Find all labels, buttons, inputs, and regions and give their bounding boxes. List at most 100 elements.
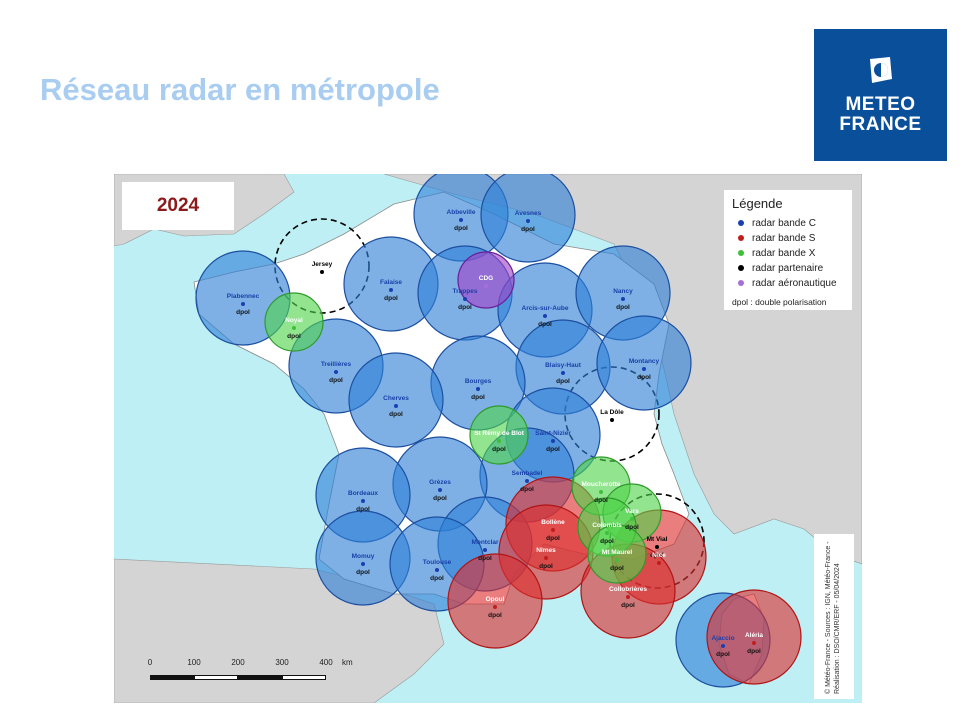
scale-bar: 0 100 200 300 400 km (147, 658, 353, 688)
radar-label-montancy: Montancy (629, 358, 660, 365)
radar-dot-saint-nizier (551, 439, 555, 443)
radar-dot-opoul (493, 605, 497, 609)
radar-dpol-opoul: dpol (488, 612, 502, 619)
legend-item: radar bande C (732, 216, 844, 231)
radar-label-vars: Vars (625, 508, 639, 515)
radar-label-avesnes: Avesnes (515, 210, 542, 217)
coverage-circle-montancy (596, 315, 692, 411)
radar-dpol-sembadel: dpol (520, 486, 534, 493)
radar-label-treillieres: Treillières (321, 361, 352, 368)
radar-label-bourges: Bourges (465, 378, 492, 385)
radar-dpol-cherves: dpol (389, 411, 403, 418)
radar-dpol-saint-nizier: dpol (546, 446, 560, 453)
legend-label: radar bande X (752, 248, 816, 259)
radar-dpol-falaise: dpol (384, 295, 398, 302)
radar-dpol-montclar: dpol (478, 555, 492, 562)
radar-dpol-plabennec: dpol (236, 309, 250, 316)
radar-dpol-noyal: dpol (287, 333, 301, 340)
radar-dot-blaisy-haut (561, 371, 565, 375)
scale-segment (238, 675, 282, 680)
meteo-france-logo: METEO FRANCE (814, 29, 947, 161)
radar-label-toulouse: Toulouse (423, 559, 452, 566)
radar-label-nice: Nice (652, 552, 666, 559)
radar-dpol-toulouse: dpol (430, 575, 444, 582)
radar-dpol-bordeaux: dpol (356, 506, 370, 513)
radar-dpol-bourges: dpol (471, 394, 485, 401)
radar-dot-vars (630, 517, 634, 521)
radar-label-colombis: Colombis (592, 522, 622, 529)
scale-segment (194, 675, 238, 680)
legend-dot-icon (738, 234, 744, 241)
radar-label-collobrieres: Collobrières (609, 586, 647, 593)
legend-item: radar aéronautique (732, 276, 844, 291)
radar-dot-ajaccio (721, 644, 725, 648)
radar-dot-st-remy-de-blot (497, 439, 501, 443)
scale-tick: 100 (187, 658, 201, 667)
radar-label-trappes: Trappes (453, 288, 478, 295)
scale-tick: 0 (147, 658, 153, 667)
radar-dot-trappes (463, 297, 467, 301)
coverage-circle-opoul (447, 553, 543, 649)
legend-label: radar bande S (752, 233, 816, 244)
coverage-layer (195, 174, 802, 688)
radar-dpol-st-remy-de-blot: dpol (492, 446, 506, 453)
radar-label-st-remy-de-blot: St Rémy de Blot (474, 430, 525, 437)
radar-label-ajaccio: Ajaccio (711, 635, 734, 642)
radar-dpol-nimes: dpol (539, 563, 553, 570)
radar-dpol-mt-maurel: dpol (610, 565, 624, 572)
legend-label: radar bande C (752, 218, 816, 229)
radar-label-opoul: Opoul (486, 596, 505, 603)
scale-unit: km (342, 658, 353, 667)
radar-dot-nice (657, 561, 661, 565)
radar-label-jersey: Jersey (312, 261, 333, 268)
radar-dot-avesnes (526, 219, 530, 223)
radar-dot-cherves (394, 404, 398, 408)
legend-dot-icon (738, 279, 744, 286)
radar-label-cdg: CDG (479, 275, 493, 282)
radar-dot-plabennec (241, 302, 245, 306)
credit-text: © Météo-France - Sources : IGN, Météo-Fr… (825, 541, 841, 694)
radar-label-falaise: Falaise (380, 279, 402, 286)
radar-label-la-dole: La Dôle (600, 409, 624, 416)
radar-dot-grezes (438, 488, 442, 492)
radar-label-mt-vial: Mt Vial (647, 536, 668, 543)
radar-dpol-collobrieres: dpol (621, 602, 635, 609)
radar-dpol-montancy: dpol (637, 374, 651, 381)
coverage-circle-cherves (348, 352, 444, 448)
label-layer: Abbeville dpol Avesnes dpol Jersey Falaise dpo… (227, 209, 764, 658)
year-badge: 2024 (122, 182, 234, 230)
radar-dpol-abbeville: dpol (454, 225, 468, 232)
legend-title: Légende (732, 196, 783, 211)
legend-item: radar partenaire (732, 261, 844, 276)
radar-dot-jersey (320, 270, 324, 274)
scale-tick: 200 (231, 658, 245, 667)
radar-dot-mt-vial (655, 545, 659, 549)
radar-dot-mt-maurel (615, 558, 619, 562)
coverage-circle-st-remy-de-blot (469, 405, 529, 465)
radar-dpol-trappes: dpol (458, 304, 472, 311)
radar-label-moucherotte: Moucherotte (582, 481, 621, 488)
radar-dot-arcis-sur-aube (543, 314, 547, 318)
radar-dot-noyal (292, 326, 296, 330)
radar-dpol-avesnes: dpol (521, 226, 535, 233)
radar-dpol-moucherotte: dpol (594, 497, 608, 504)
radar-dot-moucherotte (599, 490, 603, 494)
radar-dpol-grezes: dpol (433, 495, 447, 502)
radar-dot-bollene (551, 528, 555, 532)
radar-dot-nancy (621, 297, 625, 301)
radar-dpol-vars: dpol (625, 524, 639, 531)
radar-dot-cdg (484, 284, 488, 288)
coverage-circle-mt-maurel (587, 524, 647, 584)
legend-dot-icon (738, 219, 744, 226)
scale-tick: 300 (275, 658, 289, 667)
radar-label-noyal: Noyal (285, 317, 303, 324)
scale-segment (150, 675, 194, 680)
meteo-france-logo-icon (870, 57, 892, 83)
legend-label: radar partenaire (752, 263, 824, 274)
radar-map: Abbeville dpol Avesnes dpol Jersey Falaise dpo… (114, 174, 862, 703)
radar-dot-falaise (389, 288, 393, 292)
radar-dpol-arcis-sur-aube: dpol (538, 321, 552, 328)
radar-dot-treillieres (334, 370, 338, 374)
scale-segment (282, 675, 326, 680)
coverage-circle-cdg (457, 251, 515, 309)
